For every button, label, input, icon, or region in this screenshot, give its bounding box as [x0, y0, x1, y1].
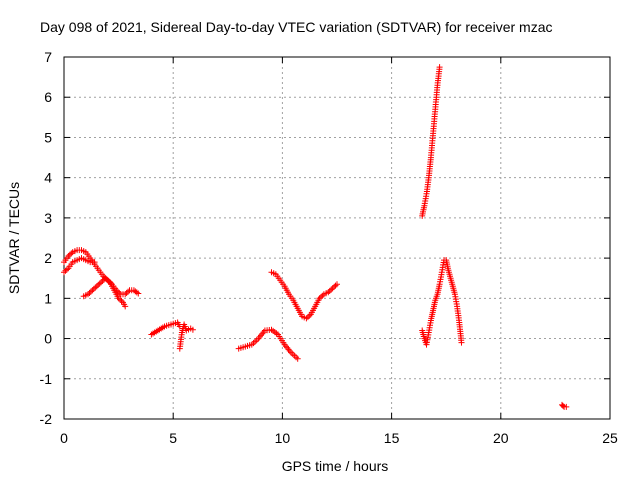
y-tick-label-3: 1	[44, 290, 52, 306]
data-point-cluster-6	[268, 269, 340, 322]
y-tick-label-4: 2	[44, 250, 52, 266]
data-point-cluster-7	[419, 64, 443, 219]
y-tick-label-1: -1	[40, 371, 53, 387]
x-tick-label-5: 25	[602, 430, 618, 446]
data-point-cluster-4	[176, 321, 196, 352]
data-point-cluster-8	[419, 257, 465, 348]
data-series-5	[235, 326, 301, 362]
data-series-2	[80, 275, 129, 310]
chart-title: Day 098 of 2021, Sidereal Day-to-day VTE…	[40, 19, 553, 35]
y-tick-label-5: 3	[44, 210, 52, 226]
data-series-1	[61, 255, 98, 276]
y-tick-label-2: 0	[44, 331, 52, 347]
data-point-cluster-9	[559, 401, 570, 410]
x-tick-label-4: 20	[493, 430, 509, 446]
data-point-cluster-2	[80, 275, 129, 310]
data-points	[61, 64, 570, 410]
x-tick-label-0: 0	[60, 430, 68, 446]
x-tick-label-2: 10	[275, 430, 291, 446]
data-point-cluster-5	[235, 326, 301, 362]
data-series-4	[176, 321, 196, 352]
plot-frame	[63, 56, 611, 420]
data-point-cluster-1	[61, 255, 98, 276]
data-series-9	[559, 401, 570, 410]
y-tick-label-0: -2	[40, 411, 53, 427]
y-tick-label-9: 7	[44, 49, 52, 65]
x-axis-ticks: 0 5 10 15 20 25	[60, 57, 618, 446]
data-series-3	[148, 319, 183, 338]
y-axis-ticks: -2 -1 0 1 2 3 4 5 6 7	[40, 49, 610, 427]
data-series-7	[419, 64, 443, 219]
data-series-8	[419, 257, 465, 348]
y-axis-label: SDTVAR / TECUs	[6, 182, 22, 294]
x-axis-label: GPS time / hours	[282, 458, 389, 474]
y-tick-label-6: 4	[44, 170, 52, 186]
data-point-cluster-3	[148, 319, 183, 338]
y-tick-label-8: 6	[44, 89, 52, 105]
data-series-6	[268, 269, 340, 322]
x-tick-label-1: 5	[169, 430, 177, 446]
grid-lines	[64, 57, 610, 419]
y-tick-label-7: 5	[44, 129, 52, 145]
x-tick-label-3: 15	[384, 430, 400, 446]
